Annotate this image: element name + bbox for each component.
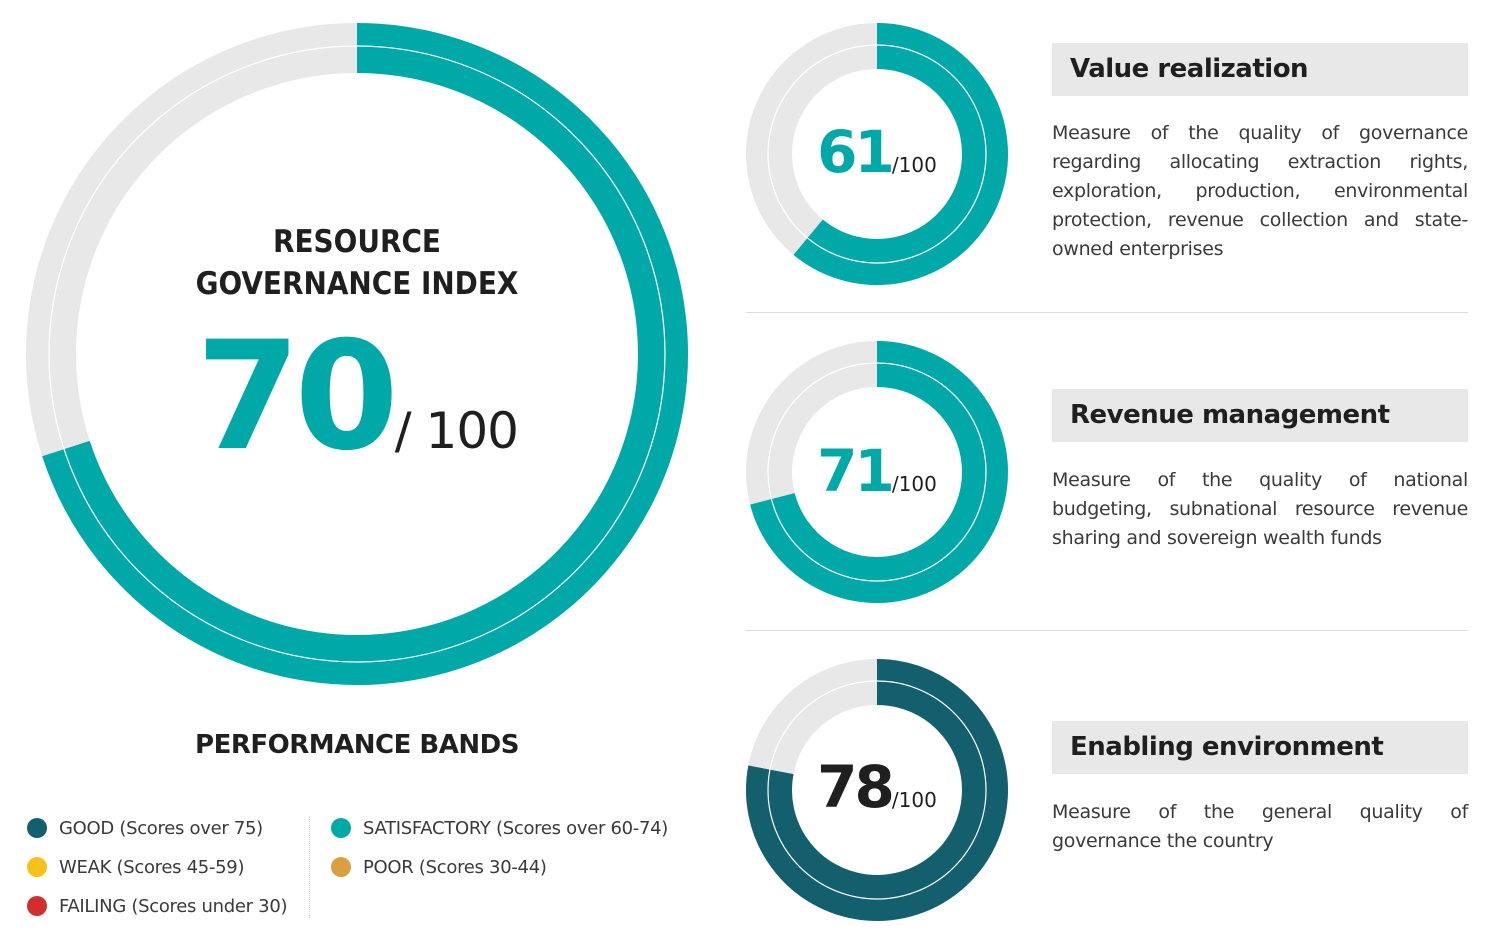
legend-label-good: GOOD (Scores over 75) (59, 818, 263, 839)
legend-label-failing: FAILING (Scores under 30) (59, 896, 288, 917)
enabling-environment-description: Measure of the general quality of govern… (1052, 801, 1468, 852)
value-realization-score-value: 61 (817, 118, 895, 186)
enabling-environment-value-arc (746, 659, 1008, 921)
legend-item-satisfactory: SATISFACTORY (Scores over 60-74) (331, 816, 668, 842)
enabling-environment-guide-line (767, 680, 987, 900)
legend-dot-satisfactory (331, 818, 351, 838)
section-divider (746, 312, 1468, 313)
legend-item-weak: WEAK (Scores 45-59) (27, 855, 244, 881)
enabling-environment-score: 78/100 (746, 757, 1008, 817)
legend-dot-weak (27, 857, 47, 877)
revenue-management-score: 71/100 (746, 441, 1008, 501)
legend-label-poor: POOR (Scores 30-44) (363, 857, 547, 878)
main-title-line2: GOVERNANCE INDEX (195, 266, 519, 302)
performance-bands-title: PERFORMANCE BANDS (195, 730, 519, 760)
legend-dot-failing (27, 896, 47, 916)
main-score: 70/ 100 (90, 322, 624, 472)
section-divider (746, 630, 1468, 631)
enabling-environment-score-denominator: /100 (891, 788, 937, 812)
value-realization-score: 61/100 (746, 122, 1008, 182)
revenue-management-description: Measure of the quality of national budge… (1052, 469, 1468, 549)
revenue-management-guide-line (767, 362, 987, 582)
value-realization-guide-line (767, 44, 987, 264)
value-realization-score-denominator: /100 (891, 153, 937, 177)
legend-separator (309, 816, 310, 918)
main-score-denominator: / 100 (394, 402, 519, 460)
legend-item-failing: FAILING (Scores under 30) (27, 894, 288, 920)
value-realization-value-arc (793, 23, 1008, 285)
value-realization-description: Measure of the quality of governance reg… (1052, 122, 1468, 260)
resource-governance-index-value-arc (42, 23, 688, 685)
revenue-management-score-denominator: /100 (891, 472, 937, 496)
legend-item-good: GOOD (Scores over 75) (27, 816, 263, 842)
enabling-environment-score-value: 78 (817, 753, 895, 821)
main-score-value: 70 (196, 310, 399, 484)
main-title-line1: RESOURCE (273, 224, 441, 260)
resource-governance-index-guide-line (48, 45, 666, 663)
legend-item-poor: POOR (Scores 30-44) (331, 855, 547, 881)
revenue-management-value-arc (750, 341, 1008, 603)
legend-label-weak: WEAK (Scores 45-59) (59, 857, 245, 878)
value-realization-heading: Value realization (1052, 43, 1468, 96)
revenue-management-score-value: 71 (817, 437, 895, 505)
legend-dot-good (27, 818, 47, 838)
enabling-environment-heading: Enabling environment (1052, 721, 1468, 774)
legend-dot-poor (331, 857, 351, 877)
legend-label-satisfactory: SATISFACTORY (Scores over 60-74) (363, 818, 669, 839)
revenue-management-heading: Revenue management (1052, 389, 1468, 442)
